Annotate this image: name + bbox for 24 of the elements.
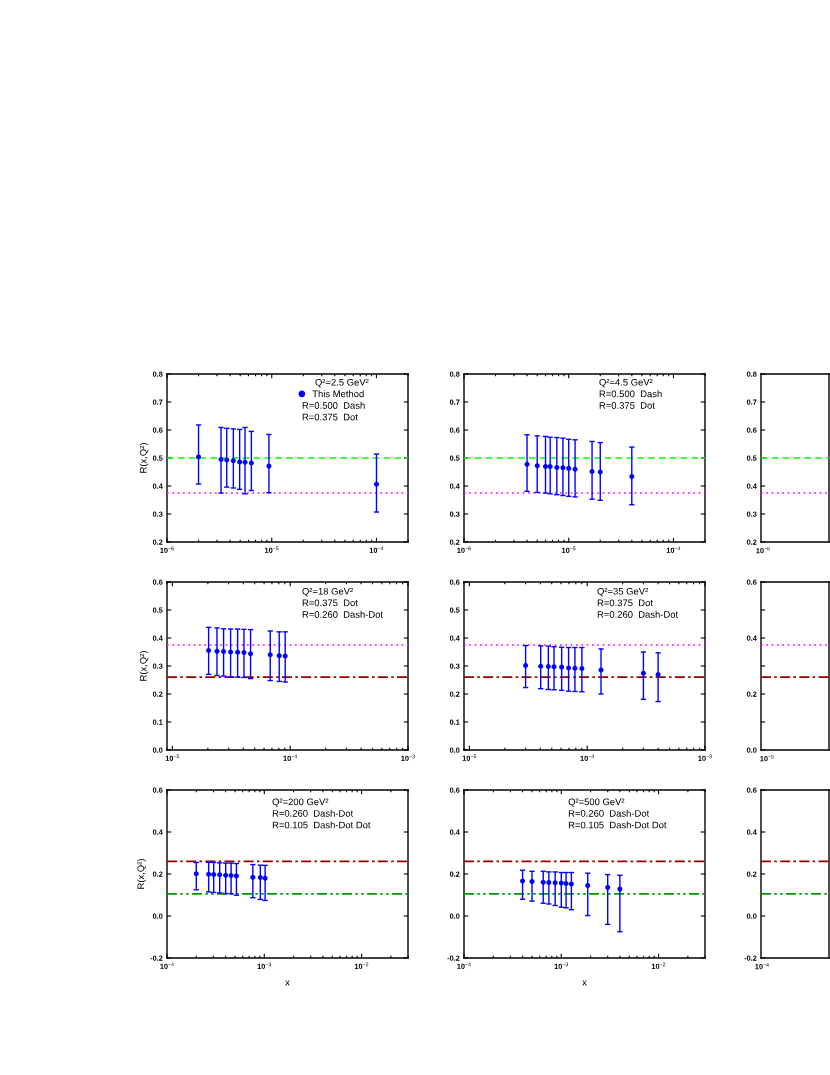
text: Q²=18 GeV² bbox=[302, 587, 353, 597]
text: Q²=35 GeV² bbox=[597, 587, 649, 597]
chart-title: Q²=4.5 GeV² bbox=[599, 378, 653, 388]
annotation: R=0.105 Dash-Dot Dot bbox=[272, 821, 371, 829]
annotation: R=0.260 Dash-Dot bbox=[302, 610, 383, 618]
annotation: R=0.500 Dash bbox=[599, 390, 662, 398]
text: Q²=500 GeV² bbox=[568, 798, 625, 807]
annotation: R=0.105 Dash-Dot Dot bbox=[568, 821, 667, 829]
x-axis-title: x bbox=[285, 980, 290, 986]
annotation: R=0.260 Dash-Dot bbox=[597, 610, 679, 618]
annotation: R=0.375 Dot bbox=[302, 599, 358, 607]
x-axis-title: x bbox=[582, 980, 587, 986]
annotation: R=0.375 Dot bbox=[599, 402, 655, 409]
annotation: R=0.260 Dash-Dot bbox=[568, 809, 650, 817]
annotation: R=0.375 Dot bbox=[302, 413, 358, 421]
y-axis-title: R(x,Q²) bbox=[137, 859, 146, 889]
y-axis-title: R(x,Q²) bbox=[139, 443, 149, 473]
annotation: R=0.375 Dot bbox=[597, 599, 653, 607]
annotation: R=0.260 Dash-Dot bbox=[272, 809, 354, 817]
text: Q²=200 GeV² bbox=[272, 798, 329, 807]
y-axis-title: R(x,Q²) bbox=[139, 651, 149, 681]
legend-label: This Method bbox=[312, 390, 364, 398]
annotation: R=0.500 Dash bbox=[302, 401, 365, 409]
chart-title: Q²=2.5 GeV² bbox=[315, 378, 369, 388]
